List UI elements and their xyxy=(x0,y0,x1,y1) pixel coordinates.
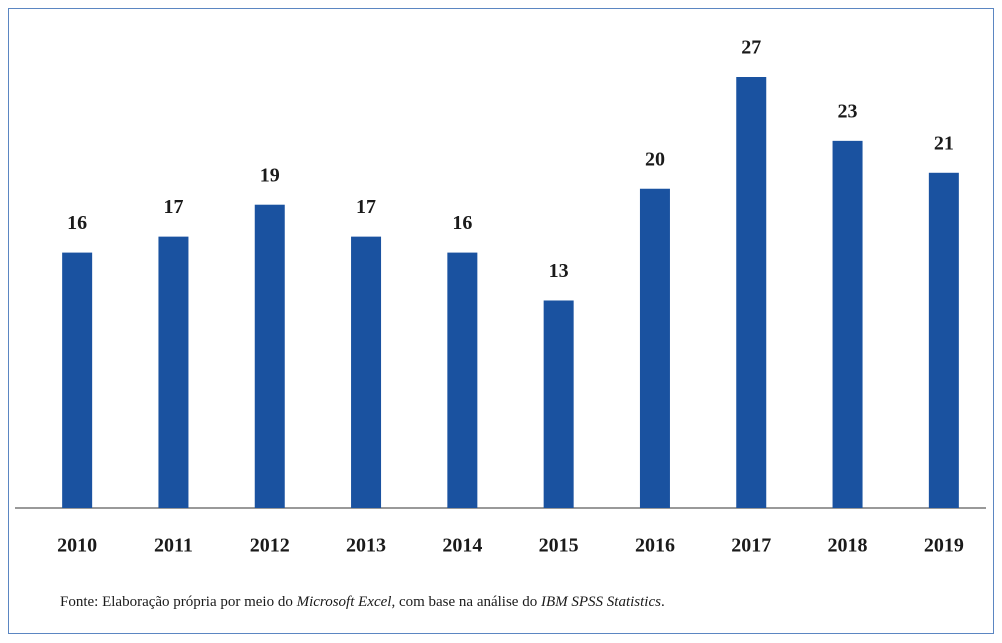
x-tick-label: 2016 xyxy=(635,535,675,557)
x-tick-label: 2017 xyxy=(731,535,771,557)
x-tick-label: 2015 xyxy=(539,535,579,557)
note-text: . xyxy=(661,594,665,610)
note-text: IBM SPSS Statistics xyxy=(540,594,661,610)
data-label: 19 xyxy=(260,164,280,186)
x-tick-label: 2011 xyxy=(154,535,193,557)
data-label: 17 xyxy=(356,196,376,218)
data-label: 23 xyxy=(838,100,858,122)
bar xyxy=(639,188,670,509)
bar xyxy=(543,300,574,508)
x-tick-label: 2014 xyxy=(442,535,482,557)
data-label: 27 xyxy=(741,37,761,59)
x-tick-label: 2010 xyxy=(57,535,97,557)
bar xyxy=(351,236,382,508)
bar xyxy=(928,172,959,508)
bar xyxy=(254,204,285,508)
note-text: Microsoft Excel xyxy=(296,594,392,610)
bar xyxy=(736,77,767,508)
data-label: 21 xyxy=(934,132,954,154)
x-tick-label: 2019 xyxy=(924,535,964,557)
bar xyxy=(62,252,93,508)
note-text: Fonte: Elaboração própria por meio do xyxy=(60,594,297,610)
data-label: 16 xyxy=(67,212,87,234)
x-tick-label: 2013 xyxy=(346,535,386,557)
note-text: , com base na análise do xyxy=(391,594,541,610)
x-tick-label: 2012 xyxy=(250,535,290,557)
bar xyxy=(832,140,863,508)
data-label: 16 xyxy=(452,212,472,234)
bar xyxy=(447,252,478,508)
data-label: 20 xyxy=(645,148,665,170)
data-label: 13 xyxy=(549,260,569,282)
bar xyxy=(158,236,189,508)
data-label: 17 xyxy=(163,196,183,218)
x-tick-label: 2018 xyxy=(828,535,868,557)
frame xyxy=(8,8,994,634)
source-note: Fonte: Elaboração própria por meio do Mi… xyxy=(60,594,665,610)
